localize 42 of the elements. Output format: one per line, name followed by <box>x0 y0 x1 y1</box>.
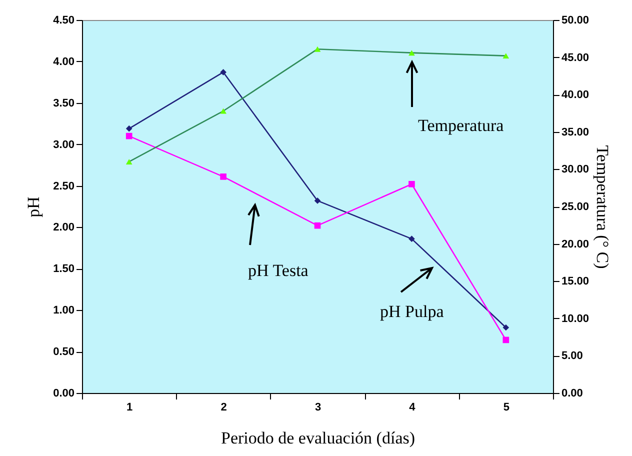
point <box>314 222 321 229</box>
y2-tick-label: 20.00 <box>562 238 590 250</box>
y2-axis-title: Temperatura (° C) <box>593 145 612 269</box>
y-tick-label: 3.00 <box>53 138 74 151</box>
y-tick-label: 0.50 <box>53 346 74 358</box>
point <box>314 198 321 204</box>
y2-tick-label: 25.00 <box>562 201 590 213</box>
point <box>126 132 132 140</box>
y2-tick-label: 10.00 <box>562 312 590 325</box>
point <box>408 236 415 242</box>
y-tick-label: 1.00 <box>53 304 74 317</box>
y2-tick-label: 5.00 <box>562 350 583 362</box>
x-tick-label: 3 <box>314 402 322 414</box>
x-tick-label: 2 <box>220 402 227 414</box>
y-tick-label: 0.00 <box>53 388 74 400</box>
series-label: pH Pulpa <box>380 302 444 321</box>
y-tick-label: 4.50 <box>53 14 74 26</box>
point <box>220 69 226 76</box>
x-axis-title: Periodo de evaluación (días) <box>220 428 416 448</box>
y2-tick-label: 50.00 <box>562 14 590 26</box>
y2-tick-label: 45.00 <box>562 52 590 64</box>
x-tick-label: 5 <box>503 402 510 414</box>
point <box>502 324 510 331</box>
y-tick-label: 3.50 <box>53 97 74 110</box>
point <box>126 125 132 132</box>
y-tick-label: 2.00 <box>53 222 74 234</box>
series-label: pH Testa <box>248 261 309 280</box>
y2-tick-label: 30.00 <box>562 164 590 176</box>
y-tick-label: 1.50 <box>53 263 74 276</box>
y2-tick-label: 40.00 <box>562 89 590 102</box>
y-tick-label: 2.50 <box>53 180 74 192</box>
y-axis-title: pH <box>24 196 44 218</box>
x-tick-label: 4 <box>409 402 416 414</box>
y2-tick-label: 35.00 <box>562 126 590 138</box>
x-tick-label: 1 <box>126 402 133 414</box>
point <box>220 174 226 180</box>
text: Temperatura <box>418 116 504 135</box>
y2-tick-label: 0.00 <box>562 388 583 400</box>
point <box>502 336 510 344</box>
y2-tick-label: 15.00 <box>562 276 590 288</box>
y-tick-label: 4.00 <box>53 56 74 68</box>
point <box>408 180 415 188</box>
